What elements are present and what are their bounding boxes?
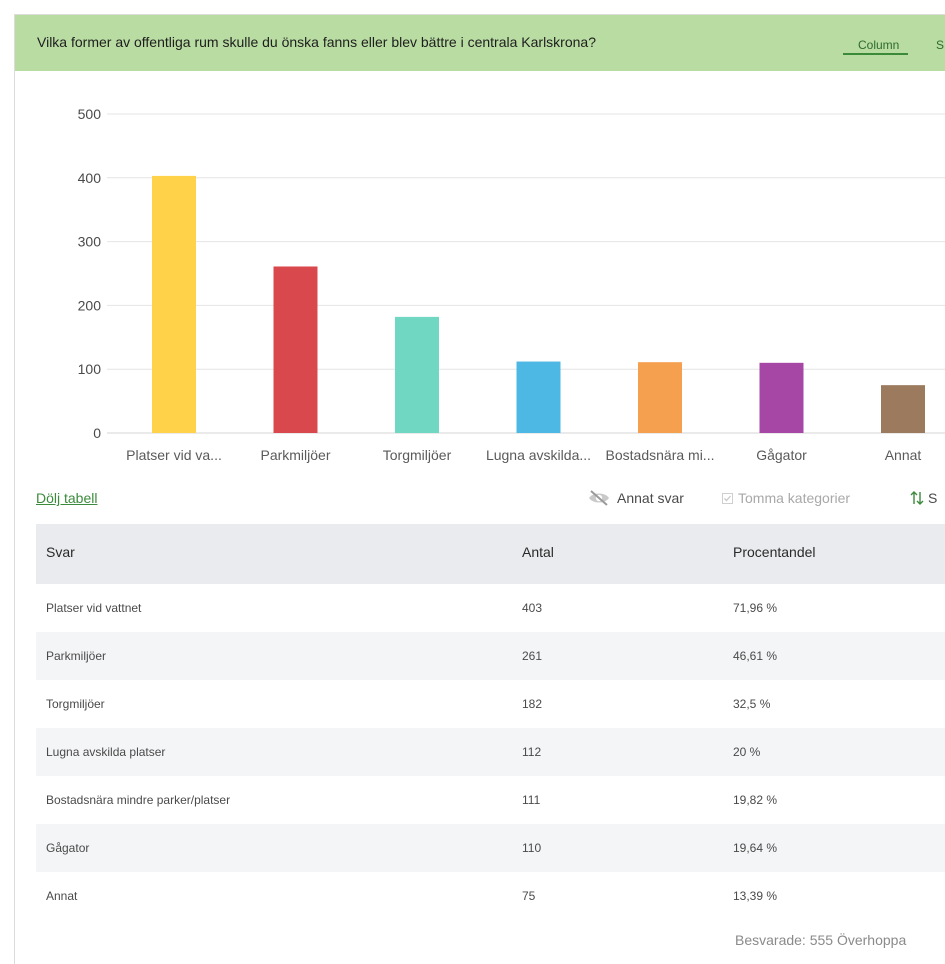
bar[interactable] xyxy=(273,266,318,433)
empty-categories-toggle[interactable]: Tomma kategorier xyxy=(722,490,850,506)
cell-answer: Annat xyxy=(46,889,78,903)
x-tick-label: Lugna avskilda... xyxy=(486,447,591,463)
cell-answer: Lugna avskilda platser xyxy=(46,745,166,759)
bar-chart: 0 100 200 300 400 500 Platser vid va... Parkmi… xyxy=(78,106,945,463)
x-tick-label: Platser vid va... xyxy=(126,447,222,463)
cell-count: 261 xyxy=(522,649,543,663)
table-row: Torgmiljöer 182 32,5 % xyxy=(36,680,945,728)
x-tick-labels: Platser vid va... Parkmiljöer Torgmiljöer L… xyxy=(126,447,921,463)
grid-lines xyxy=(107,113,945,434)
table-header: Svar Antal Procentandel xyxy=(36,524,945,584)
response-summary: Besvarade: 555 Överhoppa xyxy=(735,932,907,948)
cell-count: 111 xyxy=(522,793,541,807)
cell-count: 75 xyxy=(522,889,536,903)
eye-off-icon xyxy=(589,490,609,506)
y-tick-labels: 0 100 200 300 400 500 xyxy=(78,106,102,441)
cell-percent: 32,5 % xyxy=(733,697,771,711)
other-answer-label: Annat svar xyxy=(617,490,684,506)
cell-percent: 46,61 % xyxy=(733,649,778,663)
cell-percent: 13,39 % xyxy=(733,889,778,903)
header-svar[interactable]: Svar xyxy=(46,544,75,560)
bar[interactable] xyxy=(881,385,925,433)
bar[interactable] xyxy=(759,362,804,433)
bar[interactable] xyxy=(395,316,439,433)
y-tick-label: 0 xyxy=(93,425,101,441)
table-row: Bostadsnära mindre parker/platser 111 19… xyxy=(36,776,945,824)
bar[interactable] xyxy=(152,175,196,434)
question-header: Vilka former av offentliga rum skulle du… xyxy=(15,15,945,71)
panel-frame xyxy=(14,14,945,964)
other-answer-toggle[interactable]: Annat svar xyxy=(587,490,684,506)
tab-column[interactable]: Column xyxy=(858,38,900,52)
cell-percent: 19,82 % xyxy=(733,793,778,807)
y-tick-label: 300 xyxy=(78,234,102,250)
question-title: Vilka former av offentliga rum skulle du… xyxy=(37,34,596,50)
x-tick-label: Gågator xyxy=(756,447,807,463)
header-procentandel[interactable]: Procentandel xyxy=(733,544,816,560)
cell-count: 182 xyxy=(522,697,543,711)
bars xyxy=(152,175,925,434)
table-row: Gågator 110 19,64 % xyxy=(36,824,945,872)
checkbox-icon xyxy=(722,492,733,504)
cell-percent: 20 % xyxy=(733,745,761,759)
active-tab-indicator xyxy=(843,53,908,55)
cell-count: 403 xyxy=(522,601,543,615)
y-tick-label: 200 xyxy=(78,297,102,313)
y-tick-label: 400 xyxy=(78,170,102,186)
hide-table-link[interactable]: Dölj tabell xyxy=(36,490,98,506)
cell-answer: Platser vid vattnet xyxy=(46,601,142,615)
results-table: Svar Antal Procentandel Platser vid vatt… xyxy=(36,524,945,920)
cell-answer: Torgmiljöer xyxy=(46,697,105,711)
cell-percent: 19,64 % xyxy=(733,841,778,855)
x-tick-label: Annat xyxy=(885,447,922,463)
cell-answer: Gågator xyxy=(46,841,90,855)
cell-count: 112 xyxy=(522,745,542,759)
y-tick-label: 500 xyxy=(78,106,102,122)
bar[interactable] xyxy=(516,361,561,433)
sort-arrows-icon xyxy=(910,491,924,505)
x-tick-label: Parkmiljöer xyxy=(260,447,330,463)
x-tick-label: Torgmiljöer xyxy=(383,447,452,463)
table-row: Lugna avskilda platser 112 20 % xyxy=(36,728,945,776)
cell-answer: Bostadsnära mindre parker/platser xyxy=(46,793,231,807)
cell-answer: Parkmiljöer xyxy=(46,649,107,663)
table-row: Parkmiljöer 261 46,61 % xyxy=(36,632,945,680)
tab-second[interactable]: S xyxy=(936,38,945,52)
x-tick-label: Bostadsnära mi... xyxy=(606,447,715,463)
header-antal[interactable]: Antal xyxy=(522,544,554,560)
cell-count: 110 xyxy=(522,841,542,855)
table-row: Annat 75 13,39 % xyxy=(36,872,945,920)
sort-label: S xyxy=(928,490,938,506)
y-tick-label: 100 xyxy=(78,361,102,377)
sort-button[interactable]: S xyxy=(910,490,937,506)
empty-categories-label: Tomma kategorier xyxy=(738,490,851,506)
cell-percent: 71,96 % xyxy=(733,601,778,615)
bar[interactable] xyxy=(638,362,682,433)
table-row: Platser vid vattnet 403 71,96 % xyxy=(36,584,945,632)
